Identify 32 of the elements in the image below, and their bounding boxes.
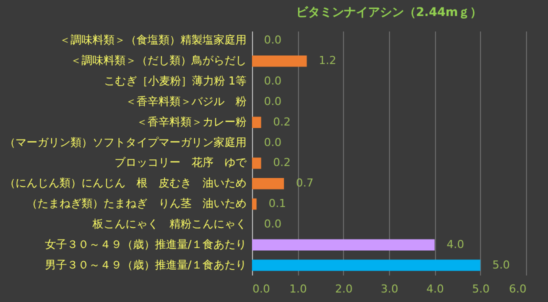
x-tick-label: 5.0 xyxy=(472,282,490,296)
x-tick-label: 6.0 xyxy=(509,282,526,296)
data-label: 0.7 xyxy=(296,176,314,190)
data-label: 0.0 xyxy=(264,34,282,47)
data-label: 0.0 xyxy=(264,136,282,149)
x-tick-label: 1.0 xyxy=(289,282,307,296)
y-tick-label: ＜調味料類＞（食塩類）精製塩家庭用 xyxy=(60,34,246,47)
data-label: 5.0 xyxy=(492,258,510,272)
chart-title: ビタミンナイアシン（2.44mｇ） xyxy=(296,5,482,19)
y-tick-label: ＜香辛料類＞バジル 粉 xyxy=(126,94,246,108)
x-tick-label: 4.0 xyxy=(426,282,444,296)
data-label: 1.2 xyxy=(318,54,336,68)
data-label: 0.0 xyxy=(264,217,282,230)
data-label: 4.0 xyxy=(446,238,464,251)
data-label: 0.0 xyxy=(264,74,282,88)
y-tick-label: 板こんにゃく 精粉こんにゃく xyxy=(92,217,246,230)
y-tick-label: こむぎ［小麦粉］薄力粉 1等 xyxy=(104,74,246,88)
y-tick-label: 女子３０～４９（歳）推進量/１食あたり xyxy=(44,238,246,251)
x-tick-label: 0.0 xyxy=(252,282,270,296)
data-label: 0.1 xyxy=(268,197,286,210)
x-tick-label: 3.0 xyxy=(380,282,398,296)
data-label: 0.2 xyxy=(273,115,291,128)
x-tick-label: 2.0 xyxy=(335,282,353,296)
data-label: 0.0 xyxy=(264,94,282,108)
y-tick-label: 男子３０～４９（歳）推進量/１食あたり xyxy=(44,258,246,272)
y-tick-label: ＜香辛料類＞カレー粉 xyxy=(136,115,246,128)
data-label: 0.2 xyxy=(273,156,291,170)
y-tick-label: ブロッコリー 花序 ゆで xyxy=(114,156,248,170)
y-tick-label: ＜調味料類＞（だし類）鳥がらだし xyxy=(70,54,246,68)
y-tick-label: （マーガリン類）ソフトタイプマーガリン家庭用 xyxy=(4,136,246,149)
y-tick-label: （にんじん類）にんじん 根 皮むき 油いため xyxy=(4,176,246,190)
y-tick-label: （たまねぎ類）たまねぎ りん茎 油いため xyxy=(26,197,246,210)
